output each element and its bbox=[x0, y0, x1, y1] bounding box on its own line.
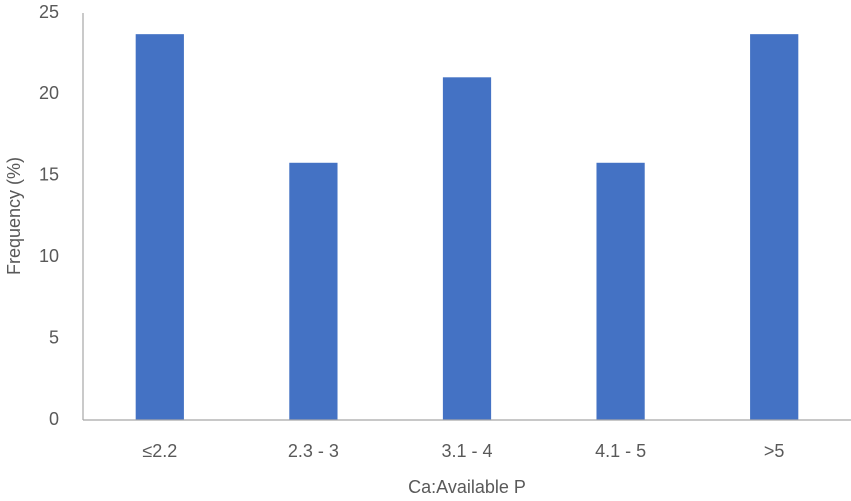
y-tick-label: 10 bbox=[39, 246, 59, 266]
y-tick-label: 5 bbox=[49, 327, 59, 347]
y-tick-label: 0 bbox=[49, 409, 59, 429]
x-axis-label: Ca:Available P bbox=[408, 477, 526, 497]
bar bbox=[135, 34, 184, 420]
y-tick-label: 25 bbox=[39, 2, 59, 22]
bar bbox=[750, 34, 799, 420]
x-tick-label: 4.1 - 5 bbox=[595, 441, 646, 461]
bar bbox=[596, 162, 645, 420]
x-tick-label: 2.3 - 3 bbox=[288, 441, 339, 461]
bar bbox=[289, 162, 338, 420]
x-tick-label: 3.1 - 4 bbox=[441, 441, 492, 461]
x-tick-label: >5 bbox=[764, 441, 785, 461]
bar bbox=[442, 77, 492, 420]
y-tick-label: 15 bbox=[39, 165, 59, 185]
x-tick-label: ≤2.2 bbox=[142, 441, 177, 461]
y-tick-label: 20 bbox=[39, 83, 59, 103]
y-axis-label: Frequency (%) bbox=[4, 157, 24, 275]
